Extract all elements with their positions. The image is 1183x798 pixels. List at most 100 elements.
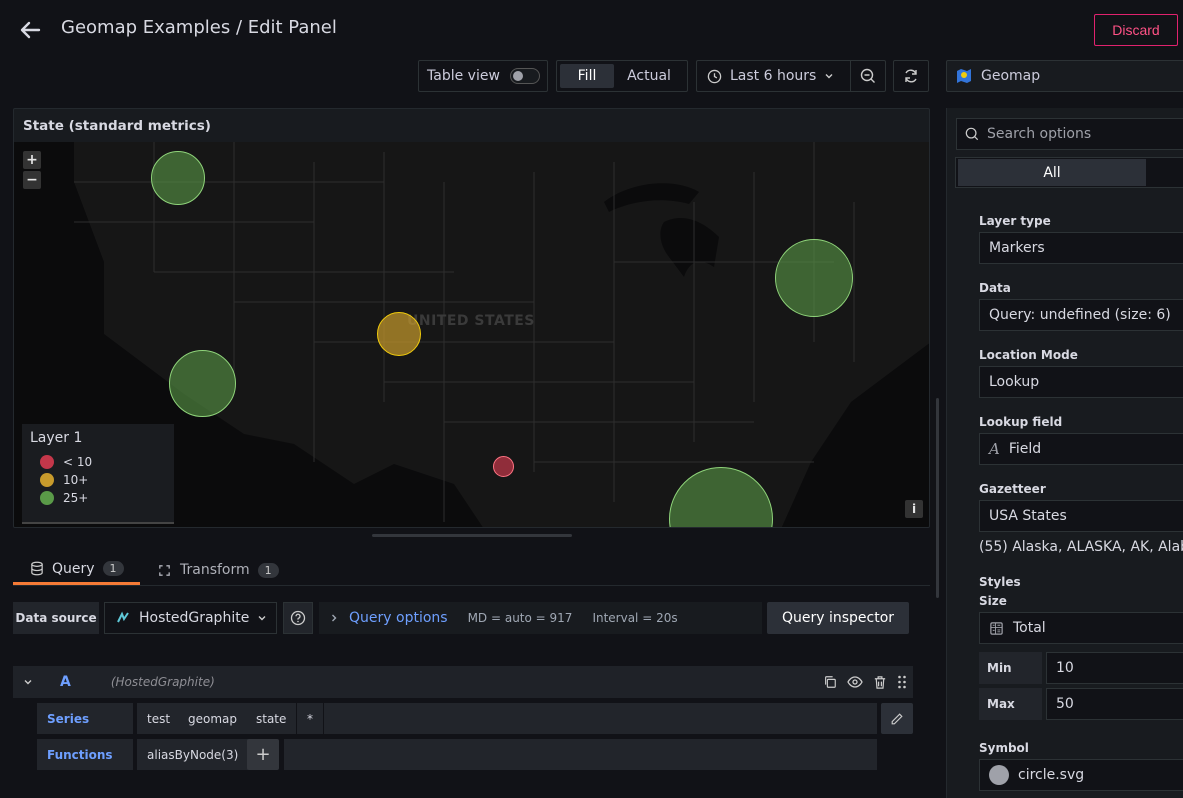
data-source-name: HostedGraphite (139, 610, 250, 626)
query-options[interactable]: Query options MD = auto = 917 Interval =… (319, 602, 762, 634)
time-range-label: Last 6 hours (730, 68, 817, 84)
tab-divider (13, 585, 930, 586)
map-zoom-in-button[interactable]: + (23, 151, 41, 169)
legend-item: 25+ (40, 491, 88, 505)
zoom-out-icon (860, 68, 876, 84)
size-select[interactable]: Total (979, 612, 1183, 644)
actual-button[interactable]: Actual (627, 68, 671, 84)
panel: State (standard metrics) + − UNITED STAT… (13, 108, 930, 528)
trash-icon[interactable] (873, 675, 887, 690)
max-label: Max (979, 688, 1042, 720)
query-options-label: Query options (349, 610, 448, 626)
query-options-interval: Interval = 20s (592, 611, 678, 625)
time-range-picker[interactable]: Last 6 hours (696, 60, 850, 92)
table-view-switch[interactable] (509, 68, 540, 84)
eye-icon[interactable] (847, 675, 863, 689)
data-value: Query: undefined (size: 6) (989, 307, 1171, 323)
fill-button[interactable]: Fill (560, 64, 614, 88)
refresh-button[interactable] (893, 60, 929, 92)
map-marker[interactable] (377, 312, 421, 356)
field-type-icon: A (989, 440, 1000, 458)
tab-transform[interactable]: Transform 1 (157, 555, 279, 585)
tab-query-count: 1 (102, 561, 124, 576)
pencil-icon (890, 712, 904, 726)
map-zoom-out-button[interactable]: − (23, 171, 41, 189)
query-actions (823, 666, 907, 698)
panel-title: State (standard metrics) (23, 118, 211, 134)
geomap[interactable]: + − UNITED STATES Layer 1 < 10 10+ 25+ i (14, 142, 929, 527)
query-row-header[interactable]: A (HostedGraphite) (13, 666, 913, 698)
filter-all-button[interactable]: All (958, 159, 1146, 186)
add-function-button[interactable]: + (247, 739, 279, 770)
series-filler (324, 703, 877, 734)
hostedgraphite-icon (115, 610, 131, 626)
data-source-help-button[interactable] (283, 602, 313, 634)
legend-dot (40, 491, 54, 505)
circle-symbol-icon (989, 765, 1009, 785)
us-basemap (74, 142, 929, 527)
lookup-field-select[interactable]: A Field (979, 433, 1183, 465)
function-item[interactable]: aliasByNode(3) (137, 739, 249, 770)
legend-label: 10+ (63, 473, 89, 487)
map-marker[interactable] (151, 151, 205, 205)
map-marker[interactable] (775, 239, 853, 317)
symbol-select[interactable]: circle.svg (979, 759, 1183, 791)
search-placeholder: Search options (987, 126, 1092, 142)
layer-type-label: Layer type (979, 214, 1051, 228)
location-mode-select[interactable]: Lookup (979, 366, 1183, 398)
query-inspector-button[interactable]: Query inspector (767, 602, 909, 634)
series-label: Series (37, 703, 133, 734)
location-mode-label: Location Mode (979, 348, 1078, 362)
size-label: Size (979, 594, 1007, 608)
gazetteer-label: Gazetteer (979, 482, 1046, 496)
toggle-edit-mode-button[interactable] (881, 703, 913, 734)
database-icon (30, 561, 44, 576)
table-view-toggle[interactable]: Table view (418, 60, 548, 92)
map-marker[interactable] (169, 350, 236, 417)
search-icon (965, 127, 979, 141)
back-arrow-icon[interactable] (18, 18, 42, 42)
data-source-label: Data source (13, 602, 99, 634)
question-circle-icon (290, 610, 306, 626)
refresh-icon (903, 68, 919, 84)
functions-label: Functions (37, 739, 133, 770)
chevron-right-icon (319, 613, 349, 623)
vertical-splitter[interactable] (936, 398, 939, 598)
series-segment[interactable]: geomap (178, 703, 248, 734)
legend-dot (40, 473, 54, 487)
map-legend: Layer 1 < 10 10+ 25+ (22, 424, 174, 524)
tab-transform-label: Transform (180, 562, 250, 578)
map-info-button[interactable]: i (905, 500, 923, 518)
legend-item: < 10 (40, 455, 92, 469)
search-options-input[interactable]: Search options (956, 118, 1183, 150)
layer-type-select[interactable]: Markers (979, 232, 1183, 264)
legend-label: < 10 (63, 455, 93, 469)
min-label: Min (979, 652, 1042, 684)
map-country-label: UNITED STATES (407, 313, 535, 329)
series-segment[interactable]: * (297, 703, 323, 734)
data-select[interactable]: Query: undefined (size: 6) (979, 299, 1183, 331)
map-marker[interactable] (493, 456, 514, 477)
zoom-out-button[interactable] (850, 60, 886, 92)
min-input[interactable]: 10 (1046, 652, 1183, 684)
gazetteer-select[interactable]: USA States (979, 500, 1183, 532)
collapse-chevron-icon[interactable] (23, 677, 33, 687)
data-label: Data (979, 281, 1011, 295)
horizontal-splitter[interactable] (372, 534, 572, 537)
series-segment[interactable]: state (246, 703, 297, 734)
table-view-label: Table view (427, 68, 500, 84)
query-ref-id[interactable]: A (60, 674, 71, 690)
query-datasource-name: (HostedGraphite) (110, 675, 215, 689)
series-segment[interactable]: test (137, 703, 181, 734)
layer-type-value: Markers (989, 240, 1045, 256)
functions-filler (284, 739, 877, 770)
discard-button[interactable]: Discard (1094, 14, 1178, 46)
symbol-label: Symbol (979, 741, 1029, 755)
drag-handle-icon[interactable] (897, 675, 907, 689)
data-source-select[interactable]: HostedGraphite (104, 602, 277, 634)
max-input[interactable]: 50 (1046, 688, 1183, 720)
visualization-picker[interactable]: Geomap (946, 60, 1183, 92)
duplicate-icon[interactable] (823, 675, 837, 689)
lookup-field-label: Lookup field (979, 415, 1063, 429)
tab-query[interactable]: Query 1 (13, 555, 140, 585)
